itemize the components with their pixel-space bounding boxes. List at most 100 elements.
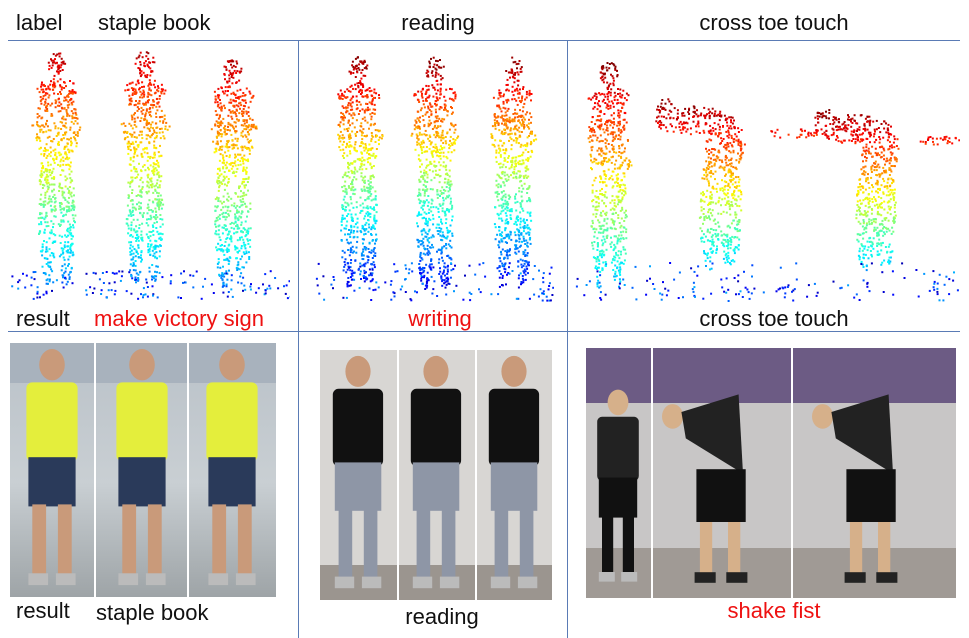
point <box>355 206 358 209</box>
point <box>348 186 351 189</box>
floor-point <box>249 288 252 291</box>
point <box>219 121 222 124</box>
point <box>621 151 624 154</box>
point <box>369 190 372 193</box>
point <box>530 140 533 143</box>
point <box>341 137 344 140</box>
point <box>420 90 423 93</box>
point <box>250 123 253 126</box>
point <box>46 92 49 95</box>
point <box>341 206 344 209</box>
floor-point <box>189 274 192 277</box>
point <box>501 274 504 277</box>
point <box>131 92 134 95</box>
point <box>242 167 245 170</box>
point <box>66 280 69 283</box>
point <box>447 151 450 154</box>
floor-point <box>100 289 103 292</box>
point <box>217 94 219 97</box>
point <box>234 112 237 115</box>
point <box>237 211 240 214</box>
point <box>74 139 77 142</box>
point <box>65 283 68 286</box>
point <box>162 121 165 124</box>
point <box>53 215 56 218</box>
floor-point <box>318 292 321 295</box>
point <box>247 232 249 235</box>
point <box>593 235 596 238</box>
floor-point <box>108 282 111 285</box>
point <box>39 250 42 253</box>
point <box>158 186 161 189</box>
point <box>502 202 505 205</box>
point <box>367 195 370 198</box>
point <box>158 271 161 274</box>
point <box>220 148 223 151</box>
point <box>38 147 41 150</box>
point <box>238 187 240 190</box>
point <box>528 186 531 189</box>
point <box>343 261 346 263</box>
point <box>230 115 233 118</box>
point <box>230 240 233 243</box>
point <box>610 131 613 134</box>
point <box>147 93 150 96</box>
point <box>156 186 159 189</box>
point <box>444 214 447 217</box>
point <box>53 92 56 95</box>
point <box>43 240 45 242</box>
point <box>446 181 449 184</box>
point <box>454 95 457 98</box>
point <box>365 167 368 170</box>
point <box>499 148 502 151</box>
point <box>441 284 444 287</box>
point <box>493 145 496 148</box>
point <box>347 161 349 164</box>
point <box>224 224 227 227</box>
point <box>436 99 439 102</box>
point <box>518 245 521 248</box>
point <box>129 213 132 215</box>
point <box>222 157 225 160</box>
point <box>515 247 518 250</box>
point <box>130 124 133 127</box>
point <box>67 208 70 211</box>
point <box>61 117 64 120</box>
point <box>499 257 501 260</box>
point <box>436 83 439 86</box>
point <box>65 213 67 216</box>
point <box>420 107 423 110</box>
point <box>503 236 506 239</box>
floor-point <box>262 283 264 286</box>
point <box>222 166 225 169</box>
point <box>507 157 510 159</box>
point <box>224 145 227 148</box>
floor-point <box>420 274 423 277</box>
point <box>161 223 164 226</box>
point <box>515 63 518 66</box>
point <box>443 211 446 214</box>
point <box>434 169 437 172</box>
point <box>62 247 65 250</box>
point <box>215 120 218 123</box>
point <box>518 231 521 233</box>
point <box>69 181 72 184</box>
point <box>128 145 131 148</box>
point <box>500 273 503 275</box>
middle-divider <box>8 331 960 332</box>
point <box>135 136 138 139</box>
point <box>343 114 345 117</box>
point <box>130 176 133 179</box>
point <box>163 137 166 140</box>
point <box>220 173 223 176</box>
point <box>61 156 64 159</box>
point <box>347 213 350 216</box>
point <box>503 174 506 177</box>
point <box>140 195 143 198</box>
point <box>226 94 229 97</box>
point <box>425 220 428 223</box>
point <box>493 223 496 226</box>
point <box>345 107 348 110</box>
point <box>218 94 221 97</box>
point <box>421 268 424 271</box>
